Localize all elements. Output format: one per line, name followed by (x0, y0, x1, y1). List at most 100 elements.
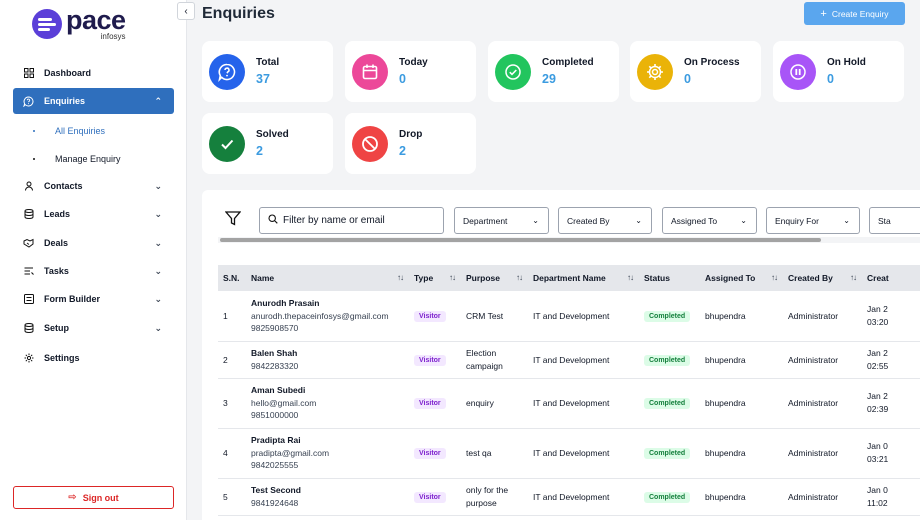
sidebar-nav: Dashboard Enquiries ⌃ All Enquiries Mana… (13, 60, 174, 373)
cell-assigned-to: bhupendra (700, 291, 783, 342)
assigned-to-dropdown[interactable]: Assigned To ⌄ (662, 207, 757, 234)
create-enquiry-button[interactable]: + Create Enquiry (804, 2, 905, 25)
cell-status: Completed (639, 428, 700, 479)
sidebar-item-leads[interactable]: Leads ⌄ (13, 201, 174, 227)
sidebar-subitem-label: Manage Enquiry (55, 153, 121, 164)
type-badge: Visitor (414, 310, 446, 322)
chevron-down-icon: ⌄ (740, 216, 747, 225)
cog-icon (637, 53, 673, 90)
sidebar-item-dashboard[interactable]: Dashboard (13, 60, 174, 86)
sort-icon[interactable]: ↑↓ (850, 273, 857, 282)
table-row[interactable]: 3 Aman Subedi hello@gmail.com 9851000000 V… (218, 378, 920, 429)
contact-email: pradipta@gmail.com (251, 448, 330, 458)
cell-department: IT and Development (528, 291, 639, 342)
cell-name: Test Second 9841924648 (246, 478, 409, 516)
cell-name: Balen Shah 9842283320 (246, 341, 409, 379)
sidebar-subitem-all-enquiries[interactable]: All Enquiries (13, 117, 174, 145)
column-header-created-by[interactable]: Created By ↑↓ (788, 273, 857, 283)
cell-status: Completed (639, 478, 700, 516)
sidebar-item-settings[interactable]: Settings (13, 345, 174, 371)
dropdown-label: Department (463, 215, 508, 226)
table-row[interactable]: 2 Balen Shah 9842283320 Visitor Election … (218, 341, 920, 379)
enquiries-panel: Filter by name or email Department ⌄ Cre… (202, 190, 920, 520)
bullet-icon (33, 157, 35, 160)
column-header-name[interactable]: Name ↑↓ (251, 273, 404, 283)
stat-card-solved[interactable]: Solved 2 (202, 113, 333, 174)
sidebar-item-enquiries[interactable]: Enquiries ⌃ (13, 88, 174, 115)
stat-card-total[interactable]: Total 37 (202, 41, 333, 102)
column-header-type[interactable]: Type ↑↓ (414, 273, 456, 283)
contact-phone: 9841924648 (251, 497, 299, 508)
sidebar-item-deals[interactable]: Deals ⌄ (13, 230, 174, 256)
column-header-department[interactable]: Department Name ↑↓ (533, 273, 634, 283)
cell-name: Aman Subedi hello@gmail.com 9851000000 (246, 378, 409, 429)
sort-icon[interactable]: ↑↓ (397, 273, 404, 282)
chevron-down-icon: ⌄ (154, 265, 162, 276)
created-by-dropdown[interactable]: Created By ⌄ (558, 207, 652, 234)
stat-label: Drop (399, 129, 423, 140)
table-row[interactable]: 1 Anurodh Prasain anurodh.thepaceinfosys@… (218, 291, 920, 342)
table-row[interactable]: 4 Pradipta Rai pradipta@gmail.com 98420255… (218, 428, 920, 479)
column-header-assigned-to[interactable]: Assigned To ↑↓ (705, 273, 778, 283)
sidebar-item-label: Dashboard (44, 68, 92, 78)
contact-email: hello@gmail.com (251, 398, 317, 408)
sort-icon[interactable]: ↑↓ (516, 273, 523, 282)
cell-type: Visitor (409, 378, 461, 429)
list-icon (23, 265, 34, 276)
table-row[interactable]: 5 Test Second 9841924648 Visitor only for… (218, 478, 920, 516)
sidebar-item-label: Setup (44, 322, 70, 333)
stat-card-drop[interactable]: Drop 2 (345, 113, 476, 174)
cell-assigned-to: bhupendra (700, 341, 783, 379)
stat-label: On Hold (827, 57, 866, 68)
sidebar-subitem-manage-enquiry[interactable]: Manage Enquiry (13, 145, 174, 173)
cell-type: Visitor (409, 291, 461, 342)
status-dropdown[interactable]: Sta (869, 207, 920, 234)
sort-icon[interactable]: ↑↓ (627, 273, 634, 282)
cell-status: Completed (639, 341, 700, 379)
sort-icon[interactable]: ↑↓ (449, 273, 456, 282)
cell-created: Jan 0 03:21 (862, 428, 920, 479)
type-badge: Visitor (414, 448, 446, 459)
column-header-status: Status (644, 273, 670, 283)
stat-card-on-hold[interactable]: On Hold 0 (773, 41, 904, 102)
stat-value: 0 (684, 72, 691, 86)
search-input[interactable]: Filter by name or email (259, 207, 444, 234)
cell-status: Completed (639, 291, 700, 342)
enquiry-for-dropdown[interactable]: Enquiry For ⌄ (766, 207, 860, 234)
sidebar-item-form-builder[interactable]: Form Builder ⌄ (13, 286, 174, 312)
signout-button[interactable]: ⇨ Sign out (13, 486, 174, 509)
stat-label: Today (399, 57, 428, 68)
brand-name: pace (66, 5, 126, 35)
contact-name: Aman Subedi (251, 385, 306, 395)
cell-sn: 4 (218, 428, 246, 479)
collapse-sidebar-button[interactable]: ‹ (177, 2, 195, 20)
create-enquiry-label: Create Enquiry (831, 8, 889, 19)
department-dropdown[interactable]: Department ⌄ (454, 207, 549, 234)
stat-label: On Process (684, 57, 740, 68)
check-icon (209, 125, 245, 162)
sort-icon[interactable]: ↑↓ (771, 273, 778, 282)
stat-card-completed[interactable]: Completed 29 (488, 41, 619, 102)
contact-phone: 9851000000 (251, 410, 299, 420)
cell-status: Completed (639, 378, 700, 429)
sidebar-item-contacts[interactable]: Contacts ⌄ (13, 173, 174, 199)
dropdown-label: Created By (567, 215, 610, 226)
stat-value: 2 (399, 144, 406, 158)
cell-created-by: Administrator (783, 428, 862, 479)
scrollbar-thumb[interactable] (220, 238, 821, 242)
column-header-purpose[interactable]: Purpose ↑↓ (466, 273, 523, 283)
stat-card-today[interactable]: Today 0 (345, 41, 476, 102)
brand-logo[interactable]: pace infosys (19, 2, 150, 46)
horizontal-scrollbar[interactable] (218, 237, 920, 243)
cell-created-by: Administrator (783, 291, 862, 342)
stat-card-on-process[interactable]: On Process 0 (630, 41, 761, 102)
sidebar-subitem-label: All Enquiries (55, 125, 106, 136)
filter-icon[interactable] (224, 211, 242, 229)
contact-phone: 9842283320 (251, 360, 299, 371)
sidebar-item-tasks[interactable]: Tasks ⌄ (13, 258, 174, 284)
sidebar-item-setup[interactable]: Setup ⌄ (13, 315, 174, 341)
contact-name: Test Second (251, 484, 301, 495)
cell-purpose: CRM Test (461, 291, 528, 342)
handshake-icon (23, 237, 34, 248)
cell-purpose: enquiry (461, 378, 528, 429)
